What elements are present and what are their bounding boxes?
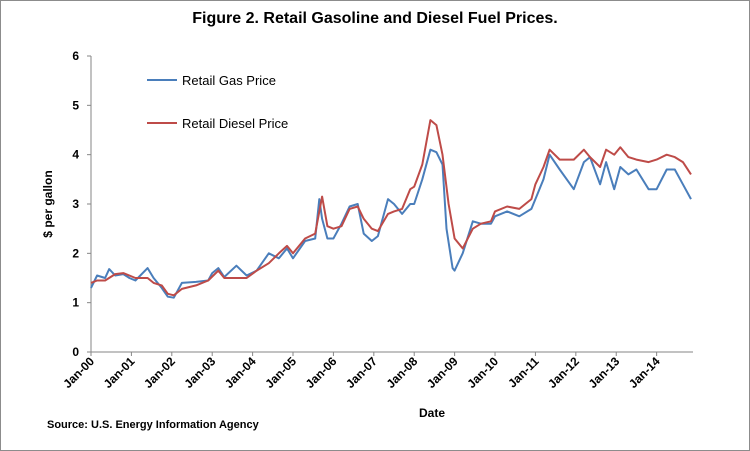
y-tick-label: 0 [72, 345, 79, 359]
x-tick-label: Jan-12 [545, 354, 582, 391]
x-tick-label: Jan-04 [222, 354, 259, 391]
x-tick-label: Jan-09 [424, 354, 461, 391]
x-tick-label: Jan-13 [586, 354, 623, 391]
y-tick-label: 5 [72, 98, 79, 112]
x-tick-label: Jan-06 [303, 354, 340, 391]
x-tick-label: Jan-08 [384, 354, 421, 391]
x-tick-label: Jan-01 [101, 354, 138, 391]
series-line-retail-diesel-price [90, 119, 692, 297]
x-tick-label: Jan-14 [626, 354, 663, 391]
series-line-retail-gas-price [90, 148, 692, 299]
x-tick-label: Jan-03 [182, 354, 219, 391]
x-axis-label: Date [419, 406, 445, 420]
y-tick-label: 3 [72, 197, 79, 211]
source-note: Source: U.S. Energy Information Agency [47, 419, 259, 431]
y-tick-label: 1 [72, 296, 79, 310]
y-axis-label: $ per gallon [41, 170, 55, 237]
x-tick-label: Jan-05 [262, 354, 299, 391]
legend-label: Retail Diesel Price [182, 116, 288, 131]
chart-title: Figure 2. Retail Gasoline and Diesel Fue… [192, 10, 558, 27]
y-tick-label: 6 [72, 49, 79, 63]
x-tick-label: Jan-11 [505, 354, 542, 391]
y-tick-label: 2 [72, 246, 79, 260]
x-tick-label: Jan-00 [60, 354, 97, 391]
legend-label: Retail Gas Price [182, 73, 276, 88]
x-tick-label: Jan-02 [141, 354, 178, 391]
x-tick-label: Jan-10 [464, 354, 501, 391]
y-tick-label: 4 [72, 148, 79, 162]
x-tick-label: Jan-07 [343, 354, 380, 391]
